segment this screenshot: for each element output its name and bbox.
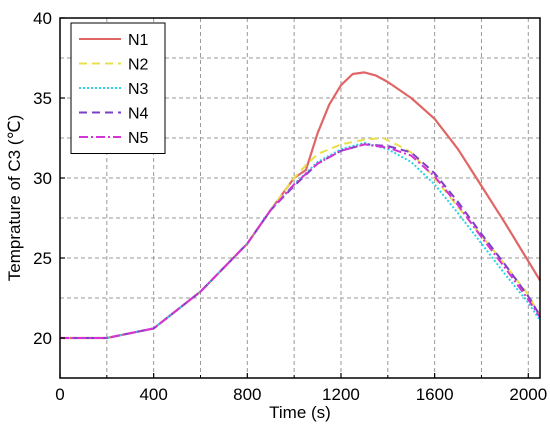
y-tick-label: 20 bbox=[33, 329, 52, 348]
legend: N1 N2 N3 N4 N5 bbox=[70, 22, 166, 154]
y-tick-label: 25 bbox=[33, 249, 52, 268]
x-tick-label: 800 bbox=[233, 385, 261, 404]
legend-label-n1: N1 bbox=[128, 32, 149, 49]
series-line-n5 bbox=[60, 143, 541, 339]
y-tick-label: 35 bbox=[33, 89, 52, 108]
y-tick-label: 40 bbox=[33, 9, 52, 28]
legend-label-n2: N2 bbox=[128, 57, 149, 74]
legend-box bbox=[70, 22, 166, 154]
series-line-n3 bbox=[60, 141, 541, 339]
y-tick-label: 30 bbox=[33, 169, 52, 188]
series-layer bbox=[60, 71, 541, 340]
grid-lines bbox=[60, 18, 540, 378]
legend-label-n4: N4 bbox=[128, 106, 149, 123]
axis-ticks: 0 400 800 1200 1600 2000 20 25 30 35 40 bbox=[33, 9, 547, 404]
y-axis-label: Temprature of C3 (℃) bbox=[5, 115, 24, 281]
x-tick-label: 400 bbox=[139, 385, 167, 404]
x-tick-label: 2000 bbox=[509, 385, 547, 404]
series-line-n2 bbox=[60, 137, 541, 339]
x-tick-label: 1600 bbox=[416, 385, 454, 404]
x-axis-label: Time (s) bbox=[269, 403, 331, 422]
x-tick-label: 1200 bbox=[322, 385, 360, 404]
legend-label-n3: N3 bbox=[128, 81, 149, 98]
x-tick-label: 0 bbox=[55, 385, 64, 404]
plot-frame bbox=[59, 17, 541, 379]
legend-label-n5: N5 bbox=[128, 130, 149, 147]
